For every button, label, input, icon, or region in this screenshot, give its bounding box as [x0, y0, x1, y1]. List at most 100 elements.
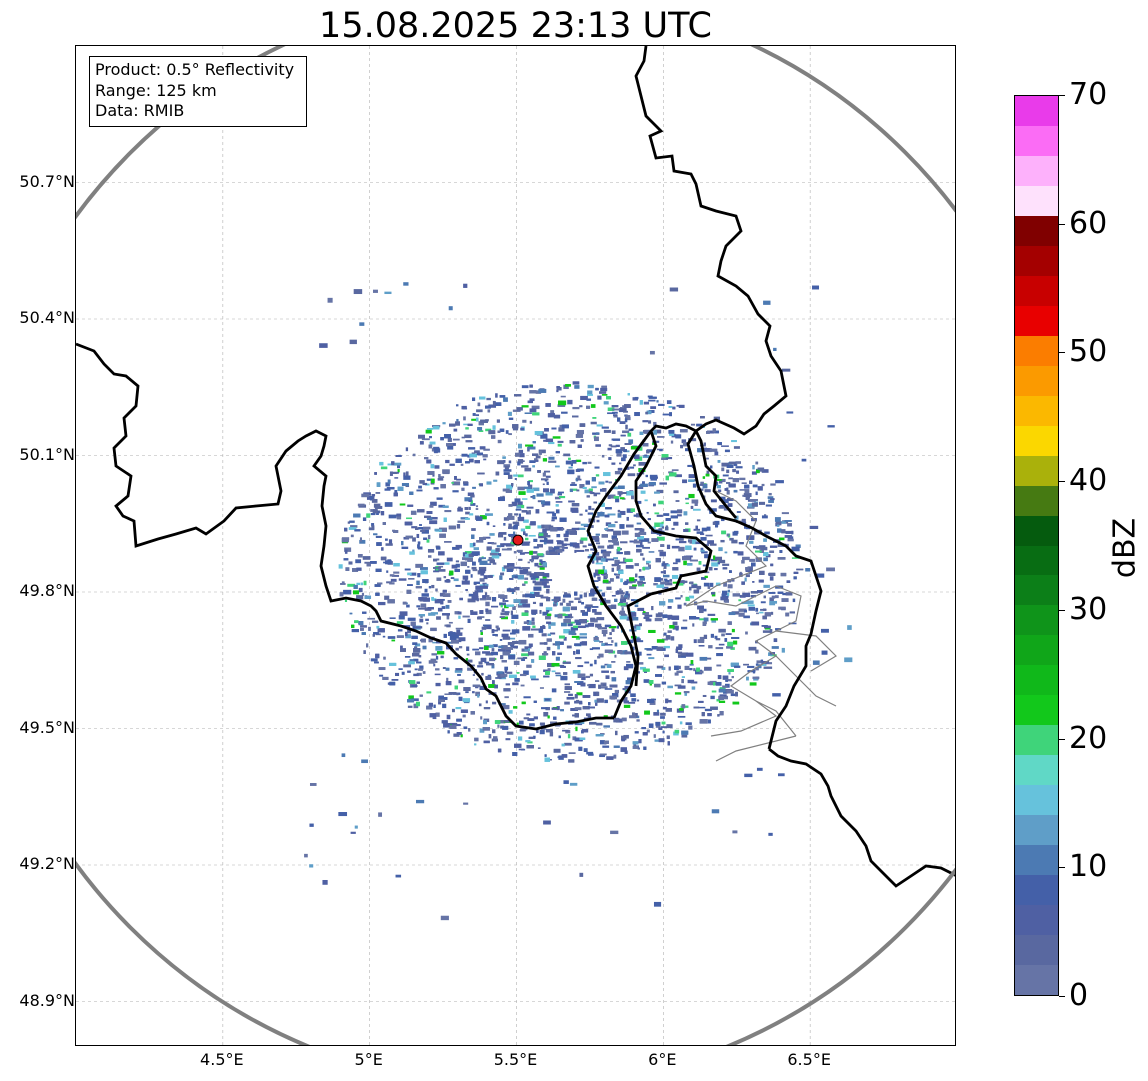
echo-pixel: [443, 576, 447, 579]
echo-pixel: [685, 545, 692, 550]
echo-pixel: [519, 569, 527, 575]
echo-pixel: [641, 538, 650, 542]
echo-pixel: [716, 479, 723, 482]
echo-pixel: [596, 698, 604, 703]
echo-pixel: [483, 740, 490, 744]
echo-pixel: [421, 638, 426, 643]
echo-pixel: [687, 679, 695, 684]
echo-pixel: [675, 434, 682, 439]
echo-pixel: [508, 433, 512, 436]
echo-pixel: [662, 730, 665, 734]
echo-pixel: [378, 667, 386, 671]
echo-pixel: [532, 495, 536, 500]
echo-pixel: [627, 393, 630, 396]
echo-pixel: [526, 571, 532, 576]
echo-pixel: [514, 575, 520, 579]
echo-pixel: [533, 538, 538, 542]
echo-pixel: [477, 616, 482, 620]
echo-pixel: [658, 601, 666, 606]
echo-pixel: [542, 581, 547, 586]
echo-pixel: [506, 484, 513, 489]
echo-pixel: [620, 497, 625, 500]
echo-pixel: [485, 608, 489, 612]
echo-pixel: [386, 570, 389, 573]
echo-pixel: [683, 560, 687, 566]
echo-pixel: [473, 583, 477, 585]
echo-pixel: [544, 757, 550, 762]
echo-pixel: [613, 557, 619, 560]
echo-pixel: [745, 631, 748, 635]
radar-map[interactable]: Product: 0.5° Reflectivity Range: 125 km…: [75, 45, 956, 1046]
echo-pixel: [648, 420, 652, 424]
echo-pixel: [722, 685, 728, 688]
echo-pixel: [501, 633, 509, 638]
echo-pixel: [611, 640, 614, 643]
echo-pixel: [511, 501, 518, 507]
echo-pixel: [436, 546, 441, 550]
echo-pixel: [357, 554, 363, 558]
echo-pixel: [665, 698, 669, 701]
echo-pixel: [653, 734, 656, 738]
echo-pixel: [702, 564, 708, 567]
echo-pixel: [419, 480, 425, 484]
echo-pixel: [622, 687, 626, 691]
echo-pixel: [615, 498, 620, 503]
echo-pixel: [636, 548, 642, 553]
echo-pixel: [429, 713, 437, 718]
echo-pixel: [427, 534, 431, 540]
echo-pixel: [542, 562, 547, 567]
echo-pixel: [646, 653, 652, 656]
echo-pixel: [568, 693, 573, 696]
echo-pixel: [582, 545, 587, 548]
echo-pixel: [650, 406, 657, 410]
echo-pixel: [607, 494, 611, 499]
echo-pixel: [479, 537, 486, 540]
echo-pixel: [462, 615, 470, 618]
echo-pixel: [529, 460, 536, 464]
echo-pixel: [543, 532, 547, 535]
echo-pixel: [371, 498, 378, 503]
echo-pixel: [464, 557, 473, 561]
echo-pixel: [623, 666, 629, 671]
echo-pixel: [642, 567, 646, 571]
echo-pixel: [574, 643, 582, 646]
echo-pixel: [499, 720, 506, 724]
echo-pixel: [348, 561, 353, 565]
echo-pixel: [763, 557, 768, 562]
echo-pixel: [580, 682, 586, 687]
echo-pixel: [585, 548, 589, 552]
echo-pixel: [412, 549, 415, 552]
echo-pixel: [694, 501, 698, 506]
echo-pixel: [442, 469, 450, 474]
echo-pixel: [731, 636, 740, 639]
echo-pixel: [449, 463, 455, 466]
echo-pixel: [595, 533, 600, 536]
echo-pixel: [605, 529, 611, 531]
echo-pixel: [487, 409, 491, 413]
echo-pixel: [361, 632, 366, 635]
echo-pixel: [528, 484, 533, 489]
echo-pixel: [491, 663, 495, 669]
echo-pixel: [470, 610, 474, 613]
echo-pixel: [691, 584, 698, 589]
echo-pixel: [358, 587, 363, 593]
echo-pixel: [654, 512, 660, 515]
echo-pixel: [529, 390, 537, 394]
echo-pixel: [442, 703, 447, 709]
echo-pixel: [654, 739, 660, 742]
echo-pixel: [472, 397, 476, 402]
echo-pixel: [614, 521, 618, 523]
echo-pixel: [376, 542, 382, 546]
echo-pixel: [486, 508, 490, 512]
echo-pixel: [522, 498, 528, 500]
echo-pixel: [611, 405, 619, 408]
echo-pixel: [704, 708, 712, 712]
echo-pixel: [607, 605, 612, 610]
echo-pixel: [618, 491, 627, 494]
echo-pixel: [423, 597, 430, 602]
echo-pixel: [786, 411, 794, 414]
echo-pixel: [700, 549, 705, 552]
echo-pixel: [380, 556, 387, 561]
echo-pixel: [409, 551, 415, 555]
echo-pixel: [581, 601, 584, 605]
